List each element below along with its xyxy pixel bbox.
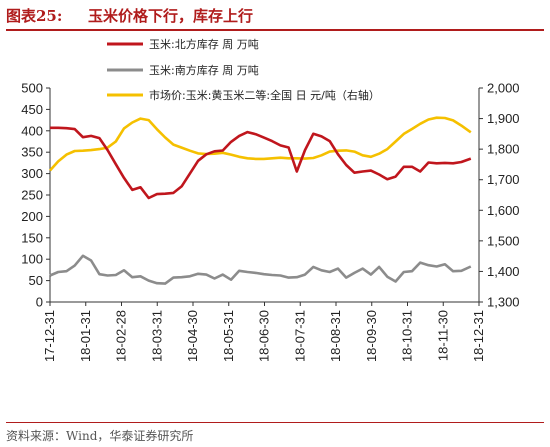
figure-header: 图表25: 玉米价格下行，库存上行 <box>6 2 544 31</box>
y-left-tick-label: 0 <box>36 295 43 310</box>
x-tick-label: 18-12-31 <box>471 310 486 362</box>
y-left-tick-label: 300 <box>21 166 43 181</box>
legend-label-2: 市场价:玉米:黄玉米二等:全国 日 元/吨（右轴） <box>149 88 380 102</box>
y-right-tick-label: 1,300 <box>487 295 520 310</box>
x-tick-label: 18-02-28 <box>114 310 129 362</box>
y-left-tick-label: 50 <box>29 273 43 288</box>
series-line-2 <box>49 116 472 172</box>
y-left-tick-label: 450 <box>21 102 43 117</box>
x-tick-label: 18-04-30 <box>185 310 200 362</box>
legend-label-1: 玉米:南方库存 周 万吨 <box>149 63 259 77</box>
x-tick-label: 17-12-31 <box>42 310 57 362</box>
x-tick-label: 18-09-30 <box>364 310 379 362</box>
legend-label-0: 玉米:北方库存 周 万吨 <box>149 37 259 51</box>
line-chart: 0 50 100 150 200 250 300 350 400 450 500 1,300 1,400… <box>21 37 519 363</box>
x-tick-label: 18-07-31 <box>292 310 307 362</box>
y-right-tick-label: 2,000 <box>487 81 520 96</box>
y-right-tick-label: 1,600 <box>487 203 520 218</box>
y-left-tick-label: 150 <box>21 230 43 245</box>
y-left-tick-label: 500 <box>21 81 43 96</box>
y-right-tick-label: 1,400 <box>487 264 520 279</box>
y-right-tick-label: 1,500 <box>487 233 520 248</box>
header-divider <box>6 29 544 31</box>
y-left-tick-label: 200 <box>21 209 43 224</box>
series-line-1 <box>49 254 472 285</box>
figure-label: 图表25: <box>6 7 63 25</box>
x-tick-label: 18-10-31 <box>400 310 415 362</box>
footer-divider <box>6 422 544 423</box>
source-note: 资料来源：Wind，华泰证券研究所 <box>6 429 194 443</box>
x-tick-label: 18-06-30 <box>257 310 272 362</box>
y-left-tick-label: 400 <box>21 123 43 138</box>
y-left-tick-label: 250 <box>21 188 43 203</box>
x-tick-label: 18-03-31 <box>149 310 164 362</box>
chart-series <box>49 116 472 285</box>
chart-axes: 0 50 100 150 200 250 300 350 400 450 500 1,300 1,400… <box>21 81 519 363</box>
x-tick-label: 18-11-30 <box>435 310 450 361</box>
figure-title: 玉米价格下行，库存上行 <box>88 7 254 25</box>
y-right-tick-label: 1,700 <box>487 172 520 187</box>
y-right-tick-label: 1,900 <box>487 111 520 126</box>
x-tick-label: 18-01-31 <box>78 310 93 362</box>
x-tick-label: 18-08-31 <box>328 310 343 362</box>
y-right-tick-label: 1,800 <box>487 142 520 157</box>
series-line-0 <box>50 126 472 200</box>
y-left-tick-label: 100 <box>21 252 43 267</box>
x-tick-label: 18-05-31 <box>221 310 236 362</box>
y-left-tick-label: 350 <box>21 145 43 160</box>
